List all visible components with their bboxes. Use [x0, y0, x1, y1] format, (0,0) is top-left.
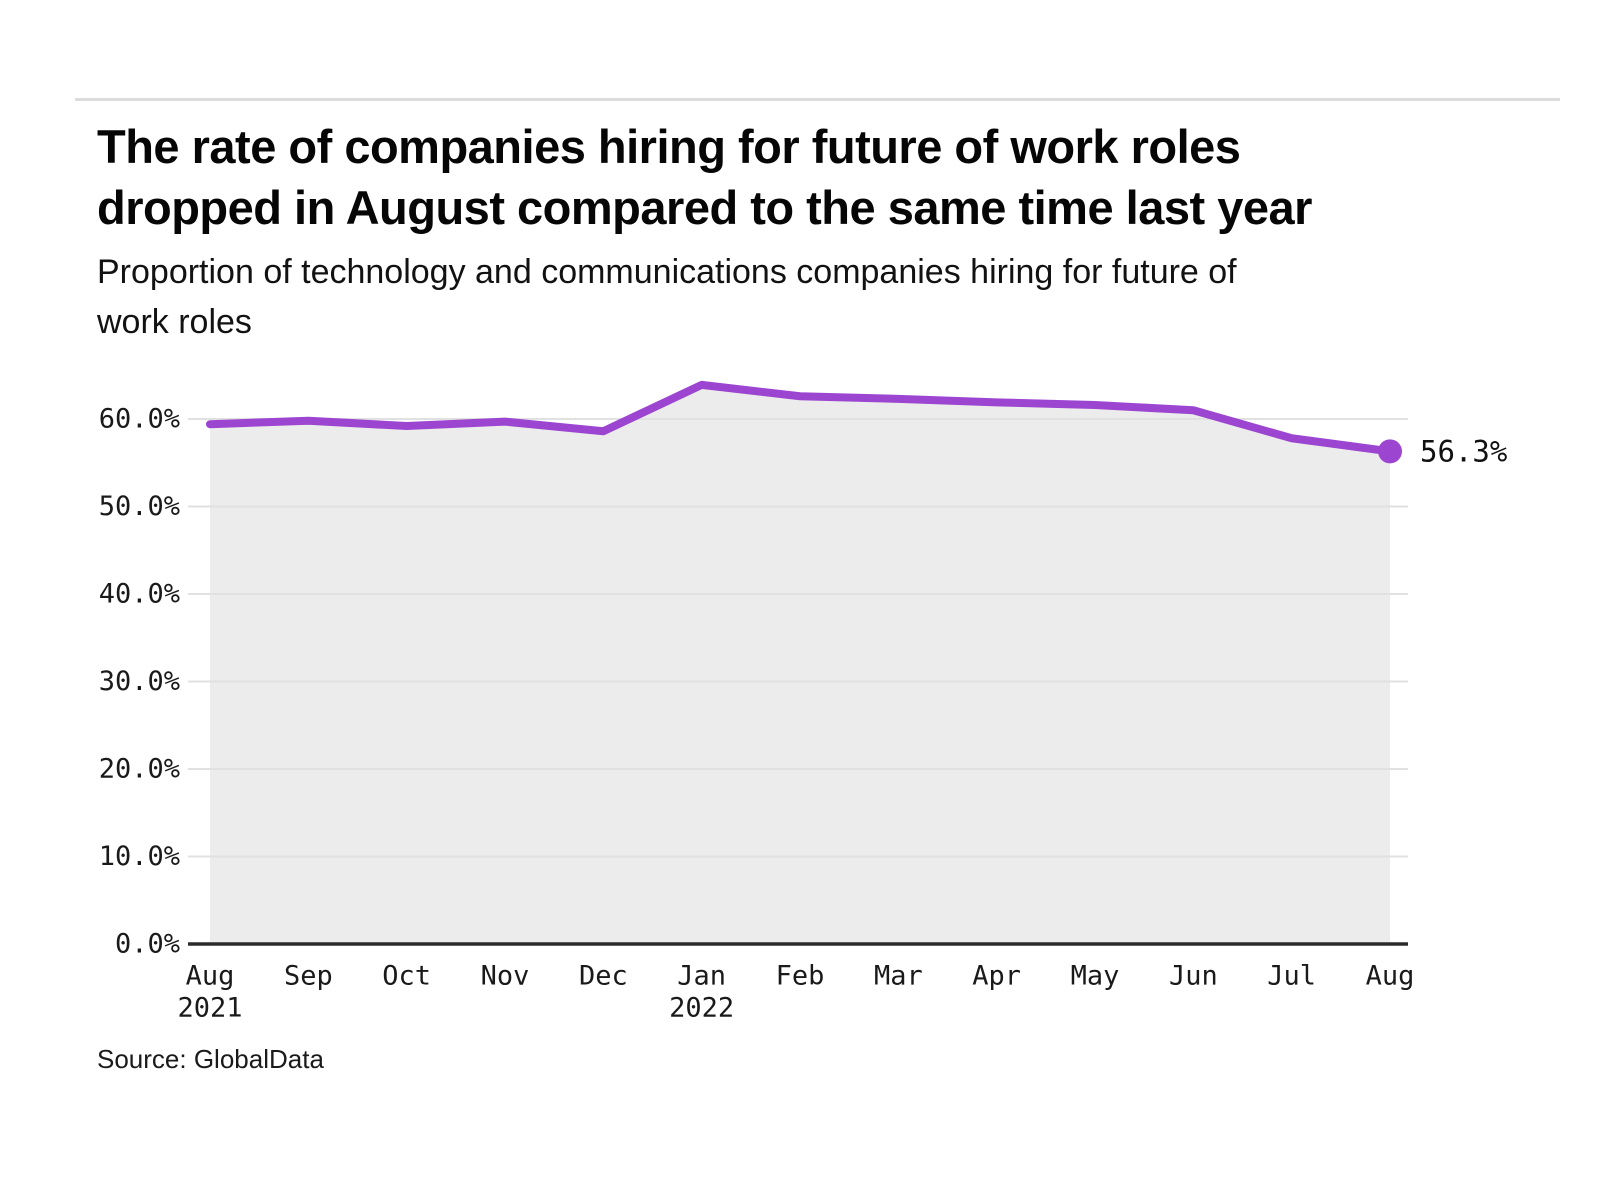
x-tick-label: Nov — [481, 961, 530, 992]
end-value-label: 56.3% — [1420, 434, 1507, 468]
x-tick-label: Sep — [284, 961, 333, 992]
source-attribution: Source: GlobalData — [97, 1044, 324, 1074]
x-tick-label: Dec — [579, 961, 628, 992]
y-tick-label: 60.0% — [99, 404, 180, 435]
x-tick-label: May — [1071, 961, 1120, 992]
x-tick-label: Mar — [874, 961, 923, 992]
area-fill — [210, 384, 1390, 944]
y-tick-label: 10.0% — [99, 841, 180, 872]
chart-title-line1: The rate of companies hiring for future … — [97, 120, 1241, 173]
end-point-marker — [1378, 439, 1402, 464]
y-tick-label: 20.0% — [99, 754, 180, 785]
chart-subtitle-line2: work roles — [97, 303, 252, 341]
chart-subtitle-line1: Proportion of technology and communicati… — [97, 253, 1237, 291]
y-tick-label: 30.0% — [99, 666, 180, 697]
y-tick-label: 50.0% — [99, 491, 180, 522]
top-divider — [75, 98, 1560, 101]
x-tick-label: Aug — [186, 961, 235, 992]
chart-title-line2: dropped in August compared to the same t… — [97, 181, 1312, 234]
x-tick-label: Jul — [1267, 961, 1316, 992]
chart-subtitle: Proportion of technology and communicati… — [97, 247, 1517, 347]
y-tick-label: 40.0% — [99, 579, 180, 610]
x-tick-label: Feb — [776, 961, 825, 992]
y-tick-label: 0.0% — [115, 929, 180, 960]
x-tick-label: Apr — [972, 961, 1021, 992]
x-tick-label: Oct — [382, 961, 431, 992]
x-tick-label: Aug — [1366, 961, 1415, 992]
x-tick-year-label: 2022 — [669, 993, 734, 1024]
x-tick-label: Jun — [1169, 961, 1218, 992]
x-tick-year-label: 2021 — [177, 993, 242, 1024]
chart-title: The rate of companies hiring for future … — [97, 116, 1517, 238]
x-tick-label: Jan — [677, 961, 726, 992]
data-line — [206, 380, 1394, 456]
